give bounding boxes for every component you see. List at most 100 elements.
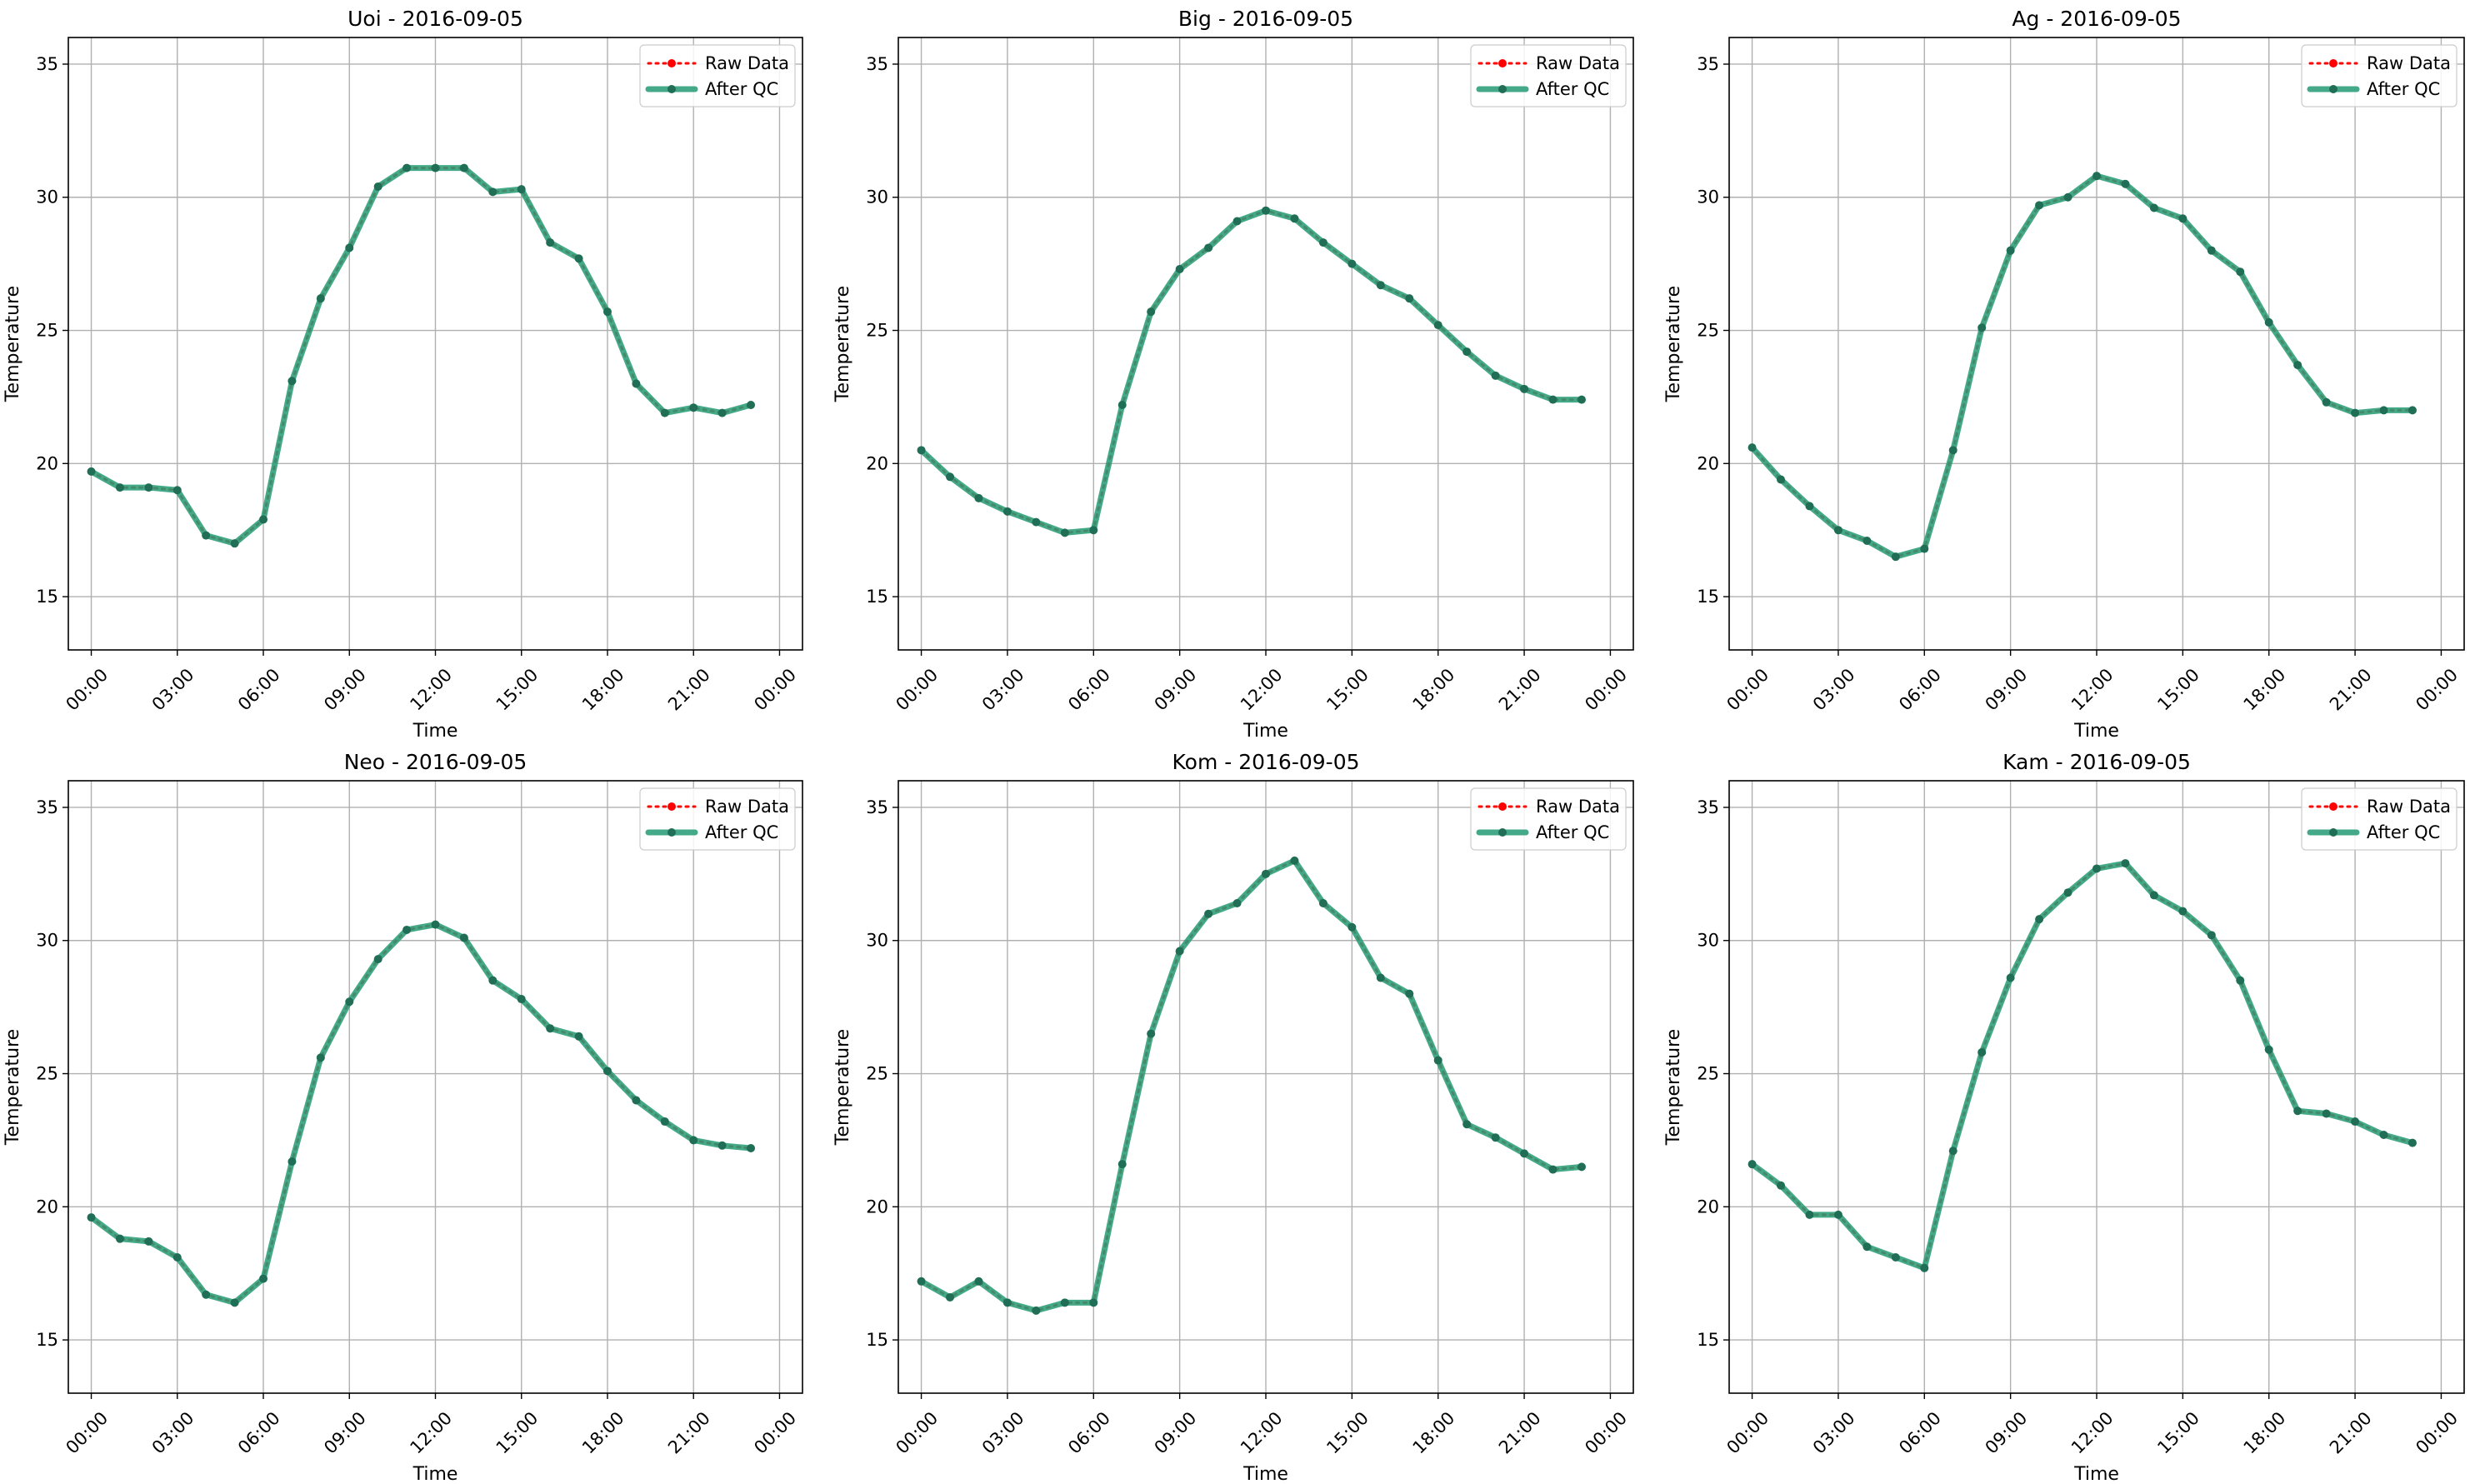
chart-4-series-qc-point-16 (1376, 973, 1385, 982)
chart-5-series-qc-point-5 (1891, 1253, 1900, 1262)
chart-3-series-qc-point-14 (488, 976, 498, 985)
chart-3-xtick-label-5: 15:00 (492, 1408, 542, 1458)
chart-3-xtick-label-2: 06:00 (234, 1408, 284, 1458)
chart-2-series-qc-point-9 (2006, 246, 2015, 255)
chart-5-xtick-label-2: 06:00 (1895, 1408, 1945, 1458)
chart-1-series-qc-point-22 (1548, 395, 1558, 404)
chart-1-xtick-label-1: 03:00 (978, 665, 1028, 715)
chart-1-title: Big - 2016-09-05 (1178, 7, 1353, 31)
chart-3-series-qc-point-18 (602, 1067, 612, 1076)
chart-4-ytick-label-4: 35 (866, 797, 888, 817)
chart-5-series-qc-point-11 (2063, 888, 2072, 897)
chart-1-series-qc-point-7 (1118, 401, 1127, 409)
chart-1-ytick-label-0: 15 (866, 587, 888, 607)
chart-0-series-qc-point-2 (144, 483, 153, 492)
chart-4-series-qc-point-12 (1262, 869, 1270, 878)
chart-2-series-qc-point-12 (2092, 172, 2101, 181)
chart-1-series-qc-point-3 (1002, 507, 1012, 516)
chart-5-series-qc-line (1749, 860, 2416, 1272)
chart-4-series-qc-point-10 (1204, 909, 1213, 918)
chart-5-series-qc-point-22 (2379, 1131, 2388, 1140)
chart-2-series-qc-point-4 (1862, 536, 1872, 545)
chart-2-xtick-label-2: 06:00 (1895, 665, 1945, 715)
chart-1-xtick-label-8: 00:00 (1581, 665, 1631, 715)
chart-2-series-qc-point-21 (2351, 408, 2360, 417)
chart-3-xtick-label-7: 21:00 (664, 1408, 714, 1458)
chart-0-ylabel: Temperature (2, 286, 23, 402)
chart-3-xtick-label-3: 09:00 (320, 1408, 370, 1458)
chart-3-series-qc-point-8 (316, 1053, 325, 1062)
chart-4-series-qc-point-14 (1318, 899, 1328, 907)
chart-1-series-qc-point-4 (1032, 517, 1041, 527)
chart-3-xlabel: Time (412, 1464, 458, 1484)
chart-2-ytick-label-1: 20 (1697, 453, 1719, 473)
chart-1-series-qc-point-10 (1204, 243, 1213, 252)
chart-5-xtick-label-3: 09:00 (1982, 1408, 2032, 1458)
chart-2-series-qc-point-14 (2149, 203, 2158, 212)
chart-2-legend-raw-marker (2329, 59, 2338, 67)
chart-5-ytick-label-4: 35 (1697, 797, 1719, 817)
chart-0-series-qc-point-6 (259, 515, 268, 524)
chart-5-series-qc-point-0 (1748, 1160, 1757, 1169)
chart-1-series-qc-line (918, 207, 1585, 536)
chart-1-series-raw-line (920, 209, 1583, 534)
chart-5-legend-qc-label: After QC (2367, 822, 2440, 842)
chart-1-series-qc-point-18 (1433, 321, 1442, 330)
chart-1-xtick-label-5: 15:00 (1322, 665, 1372, 715)
chart-0-ytick-label-4: 35 (36, 54, 58, 74)
chart-5-series-qc-point-1 (1777, 1181, 1786, 1190)
chart-0-series-raw-line (90, 167, 752, 545)
chart-1-ylabel: Temperature (832, 286, 853, 402)
chart-0-xtick-label-6: 18:00 (578, 665, 628, 715)
chart-4-series-qc-point-20 (1491, 1133, 1500, 1142)
chart-1-series-qc-point-19 (1462, 347, 1472, 357)
chart-2-xtick-label-6: 18:00 (2240, 665, 2290, 715)
chart-0-xtick-label-2: 06:00 (234, 665, 284, 715)
chart-4-xtick-label-5: 15:00 (1322, 1408, 1372, 1458)
chart-5-series-qc-point-18 (2264, 1045, 2273, 1054)
chart-3-series-qc-point-4 (202, 1290, 211, 1299)
chart-0-xtick-label-1: 03:00 (148, 665, 198, 715)
chart-5-series-qc-point-10 (2035, 915, 2044, 924)
chart-2-series-qc-point-20 (2322, 397, 2331, 407)
chart-5-xtick-label-7: 21:00 (2326, 1408, 2376, 1458)
chart-5-series-qc-point-23 (2408, 1138, 2417, 1147)
chart-0-xtick-label-4: 12:00 (406, 665, 456, 715)
chart-1-xtick-label-0: 00:00 (892, 665, 942, 715)
chart-4-xtick-label-2: 06:00 (1064, 1408, 1114, 1458)
chart-3-series-qc-point-21 (689, 1136, 698, 1145)
chart-5-legend: Raw Data After QC (2301, 787, 2458, 851)
chart-3-series-qc-point-10 (373, 955, 382, 964)
chart-0-series-qc-point-15 (517, 185, 526, 194)
chart-5-series-qc-point-8 (1978, 1047, 1987, 1057)
chart-1-series-qc-point-16 (1376, 281, 1385, 290)
chart-4-series-qc-point-6 (1089, 1298, 1098, 1307)
chart-1-series-qc-point-0 (917, 446, 926, 455)
chart-2-series-qc-point-7 (1948, 446, 1958, 455)
chart-1-series-qc-point-17 (1405, 294, 1414, 303)
chart-0-xtick-label-8: 00:00 (750, 665, 800, 715)
chart-1-ytick-label-1: 20 (866, 453, 888, 473)
chart-3-series-qc-point-15 (517, 995, 526, 1004)
chart-5-series-qc-point-6 (1920, 1263, 1929, 1272)
chart-0-series-qc-point-19 (632, 379, 641, 388)
chart-1-legend: Raw Data After QC (1470, 44, 1627, 107)
chart-4-series-qc-point-17 (1405, 989, 1414, 998)
chart-2-xtick-label-4: 12:00 (2068, 665, 2118, 715)
chart-2-series-qc-point-15 (2178, 214, 2188, 223)
chart-0-series-qc-point-14 (488, 187, 498, 197)
chart-5-series-qc-point-20 (2322, 1109, 2331, 1118)
chart-1-series-qc-point-1 (946, 472, 955, 482)
chart-3-series-qc-point-23 (747, 1144, 756, 1152)
chart-4-ytick-label-2: 25 (866, 1064, 888, 1084)
chart-5-series-qc-point-15 (2178, 907, 2188, 916)
chart-4-legend-raw-marker (1498, 802, 1507, 811)
chart-0-series-qc-point-8 (316, 294, 325, 303)
chart-5-xtick-label-5: 15:00 (2153, 1408, 2203, 1458)
chart-2-series-qc-point-2 (1805, 502, 1814, 511)
chart-3-legend: Raw Data After QC (639, 787, 796, 851)
chart-3-legend-raw-marker (668, 802, 676, 811)
chart-2-series-qc-point-1 (1777, 475, 1786, 484)
chart-3-ytick-label-3: 30 (36, 931, 58, 951)
chart-4-xtick-label-8: 00:00 (1581, 1408, 1631, 1458)
